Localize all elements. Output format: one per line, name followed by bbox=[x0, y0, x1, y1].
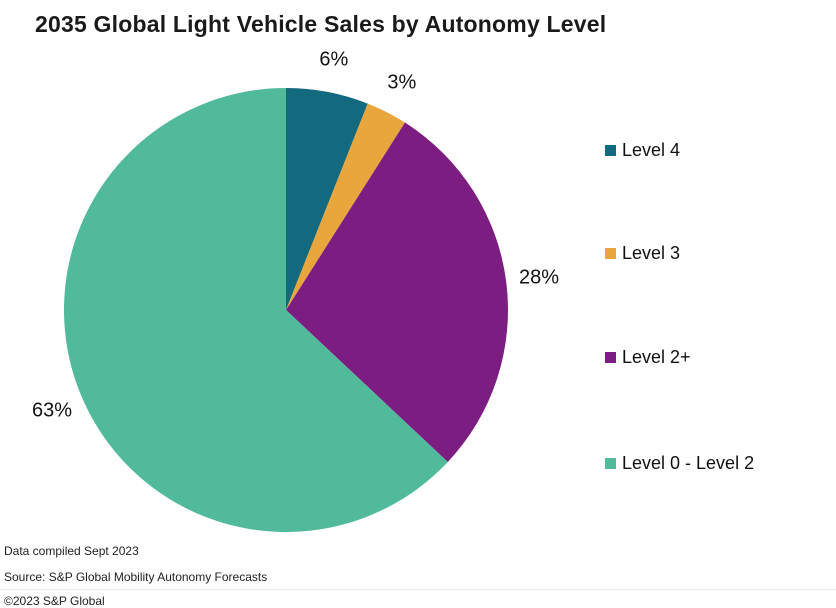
legend-label: Level 0 - Level 2 bbox=[622, 452, 755, 473]
legend-item-level-3: Level 3 bbox=[605, 243, 680, 263]
pie-value-label: 28% bbox=[518, 266, 560, 289]
legend-label: Level 2+ bbox=[622, 346, 691, 367]
chart-title: 2035 Global Light Vehicle Sales by Auton… bbox=[35, 11, 607, 37]
legend-item-level-4: Level 4 bbox=[605, 140, 680, 160]
legend-item-level-2plus: Level 2+ bbox=[605, 347, 691, 367]
footer-divider bbox=[0, 589, 836, 590]
legend-label: Level 3 bbox=[622, 242, 681, 263]
pie-value-label: 6% bbox=[319, 48, 349, 70]
legend-swatch-level-2plus bbox=[605, 351, 616, 363]
footer-copyright: ©2023 S&P Global bbox=[4, 594, 105, 608]
pie-slice-level-0-level-2 bbox=[63, 88, 448, 532]
footer-compiled-date: Data compiled Sept 2023 bbox=[4, 544, 139, 558]
pie-slice-level-2 bbox=[286, 122, 508, 462]
pie-value-label: 63% bbox=[31, 399, 73, 422]
pie-slice-level-3 bbox=[286, 103, 405, 310]
pie-slice-level-4 bbox=[286, 88, 368, 310]
legend-swatch-level-3 bbox=[605, 247, 616, 259]
footer-source: Source: S&P Global Mobility Autonomy For… bbox=[4, 570, 268, 584]
legend-swatch-level-4 bbox=[605, 144, 616, 156]
pie-value-label: 3% bbox=[387, 71, 417, 94]
legend-item-level-0-2: Level 0 - Level 2 bbox=[605, 453, 754, 473]
legend-swatch-level-0-2 bbox=[605, 457, 616, 469]
legend-label: Level 4 bbox=[622, 139, 681, 160]
